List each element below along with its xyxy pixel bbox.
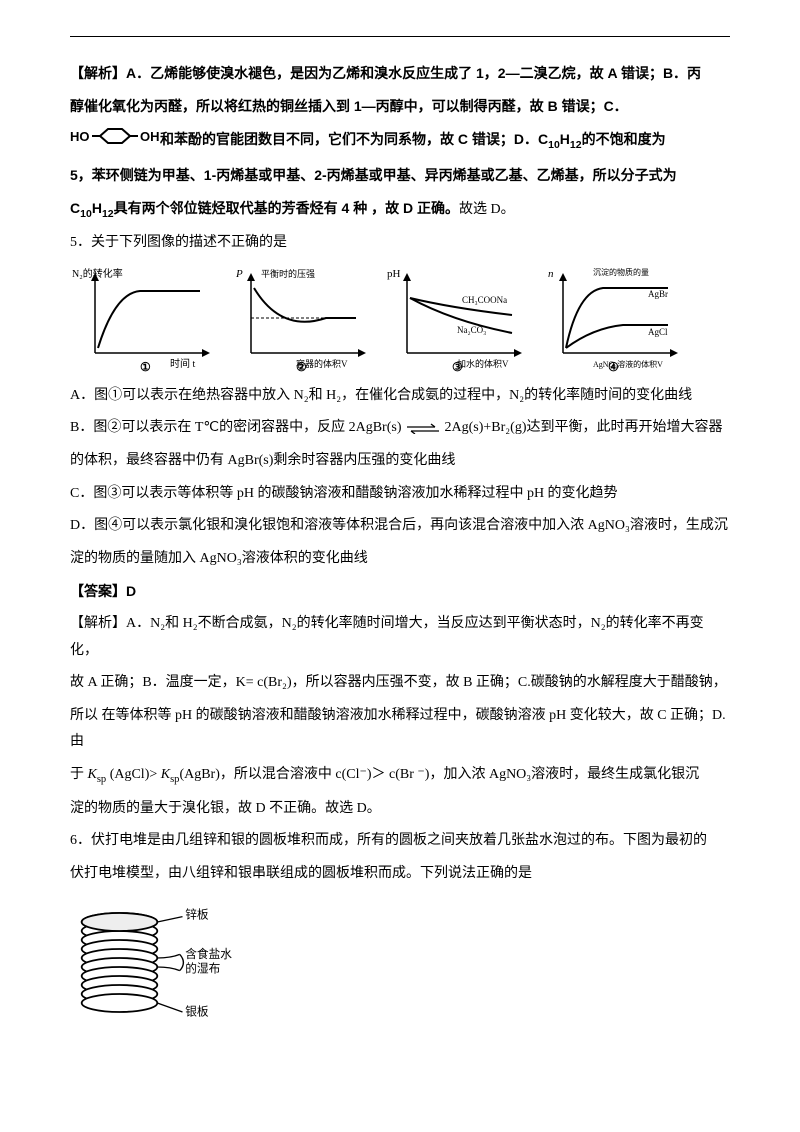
g3-ylabel: pH (387, 268, 401, 280)
q6-line-1: 6．伏打电堆是由几组锌和银的圆板堆积而成，所有的圆板之间夹放着几张盐水泡过的布。… (70, 828, 730, 855)
answer-5: 【答案】D (70, 578, 730, 605)
g4-t2: AgCl (648, 327, 668, 337)
g1-num: ① (140, 360, 151, 373)
mol-label-ho: HO (70, 129, 90, 144)
label-cloth-2: 的湿布 (185, 962, 220, 976)
g1-ylabel: N₂的转化率 (72, 267, 123, 280)
g3-t1: CH₃COONa (462, 295, 507, 305)
q5-opt-d-1: D．图④可以表示氯化银和溴化银饱和溶液等体积混合后，再向该混合溶液中加入浓 Ag… (70, 513, 730, 540)
graph-4: n 沉淀的物质的量 AgBr AgCl AgNO₃溶液的体积V ④ (538, 263, 688, 373)
graph-3: pH CH₃COONa Na₂CO₃ 加水的体积V ③ (382, 263, 532, 373)
q5-opt-c: C．图③可以表示等体积等 pH 的碳酸钠溶液和醋酸钠溶液加水稀释过程中 pH 的… (70, 481, 730, 508)
ex5-e: 淀的物质的量大于溴化银，故 D 不正确。故选 D。 (70, 796, 730, 823)
analysis-line-1: 【解析】A．乙烯能够使溴水褪色，是因为乙烯和溴水反应生成了 1，2—二溴乙烷，故… (70, 60, 730, 87)
header-rule (70, 36, 730, 37)
q6-line-2: 伏打电堆模型，由八组锌和银串联组成的圆板堆积而成。下列说法正确的是 (70, 861, 730, 888)
g4-ylabel: n (548, 268, 554, 280)
g2-num: ② (296, 360, 307, 373)
g4-num: ④ (608, 360, 619, 373)
molecule-diagram: HO OH (70, 125, 160, 156)
analysis-line-4: 5，苯环侧链为甲基、1-丙烯基或甲基、2-丙烯基或甲基、异丙烯基或乙基、乙烯基，… (70, 162, 730, 189)
graphs-row: N₂的转化率 时间 t ① P 平衡时的压强 容器的体积V ② (70, 263, 730, 373)
g3-t2: Na₂CO₃ (457, 325, 486, 335)
q5-opt-b-1: B．图②可以表示在 T℃的密闭容器中，反应 2AgBr(s) 2Ag(s)+Br… (70, 415, 730, 442)
g1-xlabel: 时间 t (170, 357, 195, 370)
ex5-d: 于 Ksp (AgCl)> Ksp(AgBr)，所以混合溶液中 c(Cl⁻)＞ … (70, 762, 730, 790)
g3-xlabel: 加水的体积V (457, 358, 509, 369)
mol-label-oh: OH (140, 129, 160, 144)
equilibrium-arrow-icon (405, 423, 441, 434)
graph-2: P 平衡时的压强 容器的体积V ② (226, 263, 376, 373)
g4-xlabel: AgNO₃溶液的体积V (593, 359, 663, 369)
ex5-b: 故 A 正确；B．温度一定，K= c(Br₂)，所以容器内压强不变，故 B 正确… (70, 670, 730, 697)
analysis-line-5: C10H12具有两个邻位链烃取代基的芳香烃有 4 种 ，故 D 正确。故选 D。 (70, 195, 730, 225)
label-zinc: 锌板 (185, 908, 209, 922)
g4-title: 沉淀的物质的量 (593, 267, 649, 277)
q5-opt-d-2: 淀的物质的量随加入 AgNO₃溶液体积的变化曲线 (70, 546, 730, 573)
voltaic-pile-figure: 锌板 含食盐水 的湿布 银板 (70, 895, 250, 1041)
q5-opt-a: A．图①可以表示在绝热容器中放入 N₂和 H₂，在催化合成氨的过程中，N₂的转化… (70, 383, 730, 410)
q5-opt-b-2: 的体积，最终容器中仍有 AgBr(s)剩余时容器内压强的变化曲线 (70, 448, 730, 475)
g2-title: 平衡时的压强 (261, 268, 315, 279)
analysis-line-2: 醇催化氧化为丙醛，所以将红热的铜丝插入到 1—丙醇中，可以制得丙醛，故 B 错误… (70, 93, 730, 120)
ex5-a: 【解析】A．N₂和 H₂不断合成氨，N₂的转化率随时间增大，当反应达到平衡状态时… (70, 611, 730, 664)
q5-stem: 5．关于下列图像的描述不正确的是 (70, 230, 730, 257)
label-silver: 银板 (185, 1005, 209, 1019)
g4-t1: AgBr (648, 289, 668, 299)
graph-1: N₂的转化率 时间 t ① (70, 263, 220, 373)
analysis-line-3: HO OH 和苯酚的官能团数目不同，它们不为同系物，故 C 错误；D．C10H1… (70, 125, 730, 156)
label-cloth-1: 含食盐水 (185, 947, 232, 961)
stack-icon (82, 913, 158, 1012)
g3-num: ③ (452, 360, 463, 373)
page: 【解析】A．乙烯能够使溴水褪色，是因为乙烯和溴水反应生成了 1，2—二溴乙烷，故… (0, 0, 800, 1132)
g2-ylabel: P (235, 268, 243, 280)
ex5-c: 所以 在等体积等 pH 的碳酸钠溶液和醋酸钠溶液加水稀释过程中，碳酸钠溶液 pH… (70, 703, 730, 756)
